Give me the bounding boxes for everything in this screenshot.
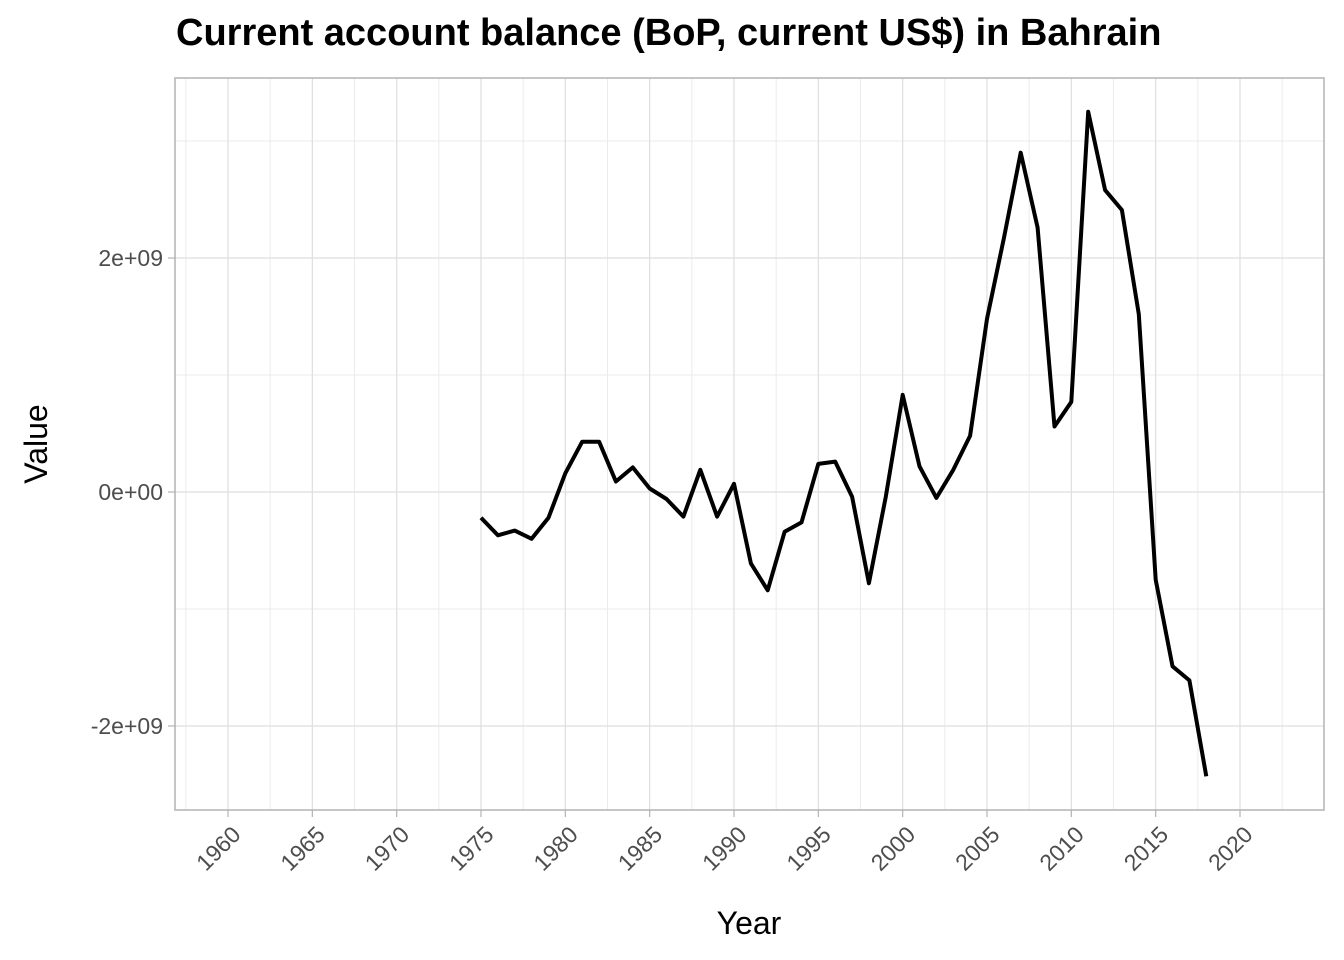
y-tick-label: -2e+09 [91, 713, 163, 739]
x-tick-label: 1985 [613, 821, 668, 876]
y-tick-label: 0e+00 [98, 479, 163, 505]
x-tick-label: 1975 [444, 821, 499, 876]
x-tick-label: 1965 [275, 821, 330, 876]
x-tick-label: 2015 [1119, 821, 1174, 876]
y-tick-label: 2e+09 [98, 245, 163, 271]
x-tick-label: 2000 [866, 821, 921, 876]
x-tick-label: 1995 [781, 821, 836, 876]
x-tick-label: 2010 [1034, 821, 1089, 876]
x-tick-label: 1980 [528, 821, 583, 876]
x-tick-label: 1970 [360, 821, 415, 876]
grid-layer [175, 78, 1324, 810]
chart-title: Current account balance (BoP, current US… [176, 12, 1162, 54]
y-axis-title: Value [18, 404, 54, 483]
series-layer [479, 109, 1209, 777]
x-tick-label: 2005 [950, 821, 1005, 876]
x-tick-label: 1990 [697, 821, 752, 876]
x-tick-label: 1960 [191, 821, 246, 876]
y-tick-labels: -2e+09 0e+00 2e+09 [91, 245, 175, 739]
series-line [479, 109, 1209, 777]
x-tick-labels: 1960 1965 1970 1975 1980 1985 1990 1995 2000 2005… [191, 810, 1258, 876]
x-tick-label: 2020 [1203, 821, 1258, 876]
x-axis-title: Year [717, 905, 782, 941]
panel-border [174, 77, 1325, 811]
